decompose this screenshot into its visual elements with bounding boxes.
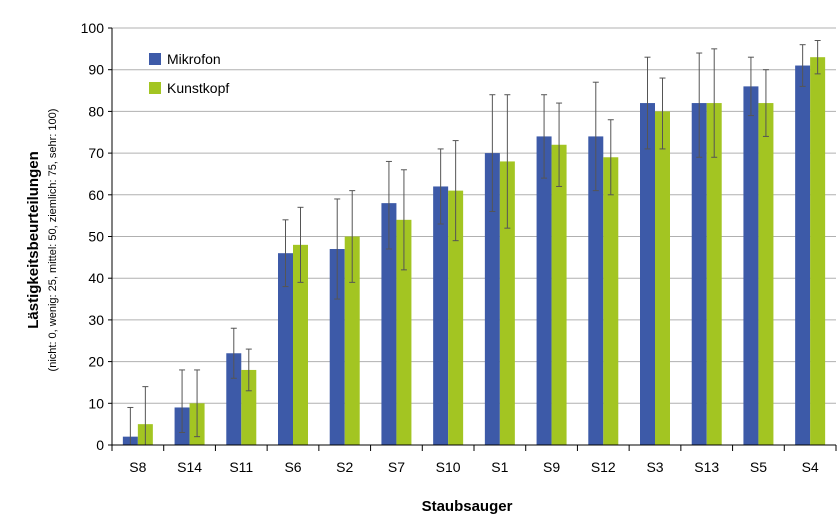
- bar-kunstkopf-s4: [810, 57, 826, 445]
- bar-mikrofon-s5: [743, 86, 759, 445]
- x-tick-label: S1: [491, 459, 508, 475]
- y-tick-label: 60: [88, 187, 104, 203]
- y-tick-labels: 0 10 20 30 40 50 60 70 80 90 100: [81, 20, 105, 453]
- error-bar-kunstkopf-s4: [814, 40, 821, 75]
- error-bar-mikrofon-s9: [541, 94, 548, 179]
- x-tick-label: S6: [284, 459, 301, 475]
- bar-mikrofon-s10: [433, 186, 449, 445]
- error-bar-kunstkopf-s1: [504, 94, 511, 229]
- y-tick-label: 30: [88, 312, 104, 328]
- bar-mikrofon-s9: [536, 136, 552, 446]
- y-tick-label: 80: [88, 103, 104, 119]
- bar-kunstkopf-s13: [706, 103, 722, 445]
- error-bar-kunstkopf-s5: [762, 69, 769, 137]
- bars: [122, 57, 826, 446]
- error-bar-kunstkopf-s7: [400, 169, 407, 271]
- bar-kunstkopf-s5: [758, 103, 774, 445]
- bar-mikrofon-s1: [484, 153, 500, 445]
- x-tick-label: S9: [543, 459, 560, 475]
- bar-mikrofon-s7: [381, 203, 397, 445]
- error-bar-kunstkopf-s2: [349, 190, 356, 283]
- bar-kunstkopf-s3: [655, 111, 670, 446]
- error-bar-mikrofon-s5: [747, 56, 754, 117]
- bar-kunstkopf-s9: [551, 144, 567, 445]
- error-bar-mikrofon-s4: [799, 44, 806, 87]
- x-tick-label: S14: [177, 459, 202, 475]
- error-bar-kunstkopf-s10: [452, 140, 459, 242]
- bar-kunstkopf-s1: [499, 161, 515, 445]
- legend-swatch-mikrofon: [149, 53, 161, 65]
- error-bar-mikrofon-s10: [437, 148, 444, 225]
- bar-kunstkopf-s2: [344, 236, 360, 445]
- error-bar-mikrofon-s14: [179, 369, 186, 433]
- bar-mikrofon-s12: [588, 136, 604, 446]
- error-bar-kunstkopf-s9: [556, 102, 563, 187]
- y-tick-label: 70: [88, 145, 104, 161]
- x-axis-title: Staubsauger: [422, 498, 513, 515]
- error-bar-mikrofon-s11: [230, 327, 237, 379]
- y-tick-label: 90: [88, 62, 104, 78]
- x-tick-label: S4: [802, 459, 819, 475]
- bar-mikrofon-s11: [226, 353, 242, 445]
- error-bar-mikrofon-s12: [592, 81, 599, 192]
- error-bar-mikrofon-s7: [385, 160, 392, 250]
- error-bar-kunstkopf-s3: [659, 77, 666, 150]
- y-tick-label: 100: [81, 20, 105, 36]
- legend-label-mikrofon: Mikrofon: [167, 51, 221, 67]
- x-tick-label: S8: [129, 459, 146, 475]
- legend: Mikrofon Kunstkopf: [149, 51, 229, 96]
- error-bar-mikrofon-s6: [282, 219, 289, 288]
- error-bar-kunstkopf-s14: [194, 369, 201, 438]
- y-tick-label: 50: [88, 229, 104, 245]
- legend-label-kunstkopf: Kunstkopf: [167, 80, 229, 96]
- error-bar-kunstkopf-s11: [245, 348, 252, 392]
- bar-kunstkopf-s10: [448, 190, 464, 445]
- x-tick-labels: S8 S14 S11 S6 S2 S7 S10 S1 S9 S12 S3 S13 S5 S4: [129, 459, 819, 475]
- bar-kunstkopf-s6: [293, 244, 308, 445]
- error-bars: [127, 40, 821, 446]
- y-tick-label: 40: [88, 270, 104, 286]
- x-tick-label: S12: [591, 459, 616, 475]
- bar-mikrofon-s13: [691, 103, 707, 445]
- bar-mikrofon-s4: [795, 65, 811, 445]
- error-bar-mikrofon-s13: [696, 52, 703, 158]
- bar-mikrofon-s3: [640, 103, 655, 445]
- bar-kunstkopf-s12: [603, 157, 619, 445]
- error-bar-mikrofon-s3: [644, 56, 651, 150]
- x-tick-label: S2: [336, 459, 353, 475]
- bar-kunstkopf-s11: [241, 369, 257, 445]
- y-axis-title: Lästigkeitsbeurteilungen: [25, 151, 42, 329]
- y-tick-label: 20: [88, 354, 104, 370]
- error-bar-kunstkopf-s13: [711, 48, 718, 158]
- error-bar-kunstkopf-s12: [607, 119, 614, 196]
- error-bar-mikrofon-s2: [334, 198, 341, 300]
- x-tick-label: S13: [694, 459, 719, 475]
- x-tick-label: S3: [646, 459, 663, 475]
- x-tick-label: S5: [750, 459, 767, 475]
- bar-kunstkopf-s7: [396, 219, 412, 445]
- error-bar-mikrofon-s1: [489, 94, 496, 212]
- y-axis-subtitle: (nicht: 0, wenig: 25, mittel: 50, ziemli…: [47, 109, 59, 372]
- legend-swatch-kunstkopf: [149, 82, 161, 94]
- x-tick-label: S7: [388, 459, 405, 475]
- bar-mikrofon-s6: [278, 253, 293, 445]
- x-tick-label: S11: [229, 459, 253, 475]
- bar-mikrofon-s2: [329, 249, 345, 445]
- axes: [108, 27, 837, 451]
- y-tick-label: 0: [96, 437, 104, 453]
- x-tick-label: S10: [436, 459, 461, 475]
- y-tick-label: 10: [88, 395, 104, 411]
- error-bar-kunstkopf-s6: [297, 206, 304, 283]
